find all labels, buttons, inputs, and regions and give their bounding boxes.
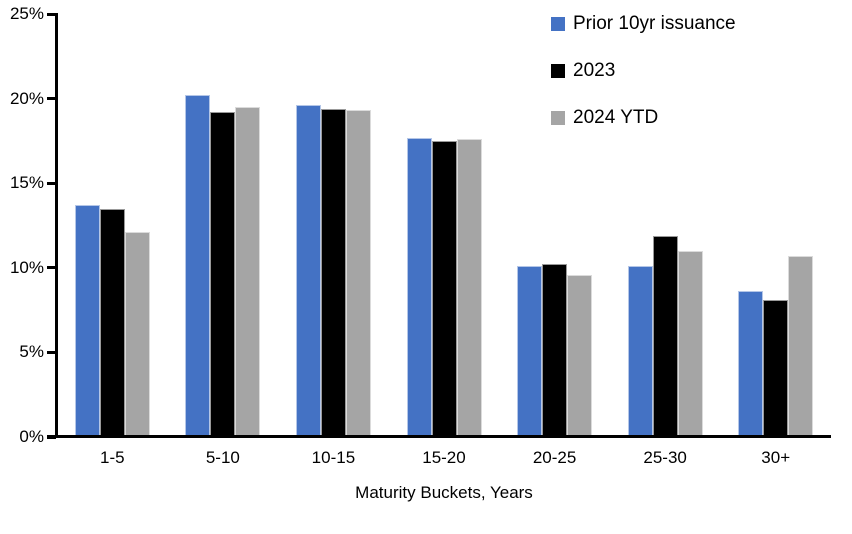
- legend-item: 2023: [551, 59, 736, 82]
- bar-group: [517, 264, 593, 437]
- bar-2024-ytd: [345, 110, 371, 437]
- bar-2023: [99, 209, 125, 437]
- bar-group: [295, 105, 371, 437]
- bar-group: [627, 236, 703, 437]
- bar-2024-ytd: [124, 232, 150, 437]
- bar-prior-10yr-issuance: [185, 95, 211, 437]
- bar-2024-ytd: [567, 275, 593, 437]
- bar-group: [406, 138, 482, 437]
- legend: Prior 10yr issuance 2023 2024 YTD: [551, 12, 736, 153]
- x-axis-category-label: 1-5: [99, 448, 125, 467]
- y-axis-tick-label: 0%: [19, 427, 44, 446]
- bar-2024-ytd: [677, 251, 703, 437]
- x-axis-category-label: 20-25: [532, 448, 577, 467]
- bar-2023: [652, 236, 678, 437]
- legend-swatch-prior-10yr-issuance: [551, 16, 565, 31]
- x-axis-category-label: 15-20: [422, 448, 466, 467]
- bar-prior-10yr-issuance: [738, 291, 764, 437]
- y-axis-tick-label: 5%: [19, 342, 44, 362]
- bar-2023: [763, 300, 789, 437]
- bar-group: [74, 205, 150, 437]
- bar-2023: [431, 141, 457, 437]
- x-axis-category-label: 25-30: [643, 448, 687, 467]
- bar-group: [185, 95, 261, 437]
- y-axis-tick-label: 20%: [9, 88, 44, 108]
- bar-2023: [320, 109, 346, 437]
- x-axis-category-label: 5-10: [205, 448, 240, 467]
- bar-2024-ytd: [235, 107, 261, 437]
- plot-area: [57, 14, 831, 437]
- bar-prior-10yr-issuance: [406, 138, 432, 437]
- y-axis-tick: [47, 12, 56, 16]
- y-axis-tick: [47, 97, 56, 101]
- x-axis-title: Maturity Buckets, Years: [355, 483, 533, 502]
- x-axis-line: [47, 435, 831, 438]
- bar-2023: [542, 264, 568, 437]
- legend-item: Prior 10yr issuance: [551, 12, 736, 35]
- legend-swatch-2023: [551, 63, 565, 78]
- bar-prior-10yr-issuance: [517, 266, 543, 437]
- legend-label: 2023: [573, 59, 616, 81]
- bar-prior-10yr-issuance: [74, 205, 100, 437]
- bar-2023: [210, 112, 236, 437]
- legend-label: 2024 YTD: [573, 106, 659, 128]
- x-axis-category-label: 30+: [761, 448, 791, 467]
- x-axis-category-label: 10-15: [311, 448, 356, 467]
- y-axis-tick-label: 25%: [9, 4, 44, 23]
- legend-label: Prior 10yr issuance: [573, 12, 736, 34]
- bar-2024-ytd: [456, 139, 482, 437]
- legend-item: 2024 YTD: [551, 106, 736, 129]
- bar-prior-10yr-issuance: [295, 105, 321, 437]
- y-axis-tick-label: 10%: [9, 257, 44, 277]
- y-axis-tick: [47, 181, 56, 185]
- y-axis-line: [55, 13, 58, 438]
- y-axis-tick: [47, 350, 56, 354]
- bar-prior-10yr-issuance: [627, 266, 653, 437]
- y-axis-tick-label: 15%: [9, 173, 44, 193]
- legend-swatch-2024-ytd: [551, 110, 565, 125]
- y-axis-tick: [47, 266, 56, 270]
- bar-group: [738, 256, 814, 437]
- bar-2024-ytd: [788, 256, 814, 437]
